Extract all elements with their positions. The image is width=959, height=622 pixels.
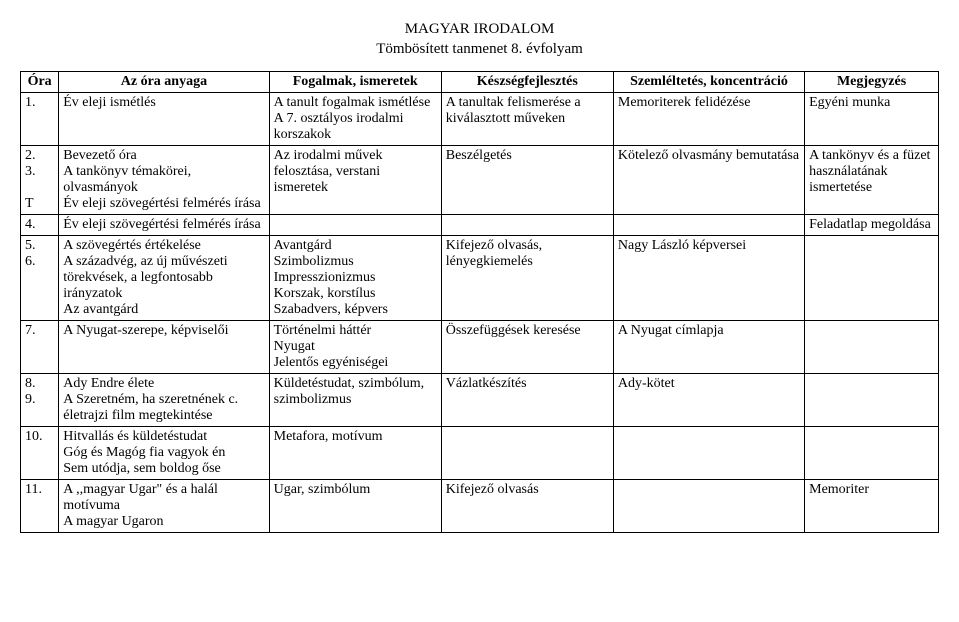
cell-fogalmak: A tanult fogalmak ismétléseA 7. osztályo… — [269, 93, 441, 146]
table-row: 7. A Nyugat-szerepe, képviselői Történel… — [21, 321, 939, 374]
cell-megj — [805, 321, 939, 374]
cell-fogalmak: Küldetéstudat, szimbólum, szimbolizmus — [269, 374, 441, 427]
curriculum-table: Óra Az óra anyaga Fogalmak, ismeretek Ké… — [20, 71, 939, 533]
cell-anyag: A szövegértés értékeléseA századvég, az … — [59, 236, 269, 321]
cell-num: 2.3. T — [21, 146, 59, 215]
cell-szem — [613, 480, 804, 533]
cell-anyag: A ,,magyar Ugar" és a halál motívumaA ma… — [59, 480, 269, 533]
table-row: 5.6. A szövegértés értékeléseA századvég… — [21, 236, 939, 321]
cell-keszseg — [441, 215, 613, 236]
cell-fogalmak: Az irodalmi művek felosztása, verstani i… — [269, 146, 441, 215]
cell-szem: Nagy László képversei — [613, 236, 804, 321]
cell-anyag: A Nyugat-szerepe, képviselői — [59, 321, 269, 374]
col-keszseg: Készségfejlesztés — [441, 72, 613, 93]
cell-fogalmak: Történelmi háttérNyugatJelentős egyénisé… — [269, 321, 441, 374]
cell-keszseg: Összefüggések keresése — [441, 321, 613, 374]
table-row: 1. Év eleji ismétlés A tanult fogalmak i… — [21, 93, 939, 146]
col-megj: Megjegyzés — [805, 72, 939, 93]
cell-szem: A Nyugat címlapja — [613, 321, 804, 374]
document-title: MAGYAR IRODALOM Tömbösített tanmenet 8. … — [20, 20, 939, 59]
title-line-1: MAGYAR IRODALOM — [405, 21, 555, 37]
cell-szem: Ady-kötet — [613, 374, 804, 427]
cell-fogalmak: Metafora, motívum — [269, 427, 441, 480]
cell-megj — [805, 374, 939, 427]
cell-anyag: Év eleji szövegértési felmérés írása — [59, 215, 269, 236]
cell-keszseg: A tanultak felismerése a kiválasztott mű… — [441, 93, 613, 146]
cell-keszseg: Vázlatkészítés — [441, 374, 613, 427]
cell-num: 7. — [21, 321, 59, 374]
col-anyag: Az óra anyaga — [59, 72, 269, 93]
col-ora: Óra — [21, 72, 59, 93]
cell-szem: Kötelező olvasmány bemutatása — [613, 146, 804, 215]
cell-anyag: Év eleji ismétlés — [59, 93, 269, 146]
cell-keszseg: Kifejező olvasás — [441, 480, 613, 533]
cell-fogalmak: Ugar, szimbólum — [269, 480, 441, 533]
cell-num: 8.9. — [21, 374, 59, 427]
table-row: 4. Év eleji szövegértési felmérés írása … — [21, 215, 939, 236]
cell-num: 11. — [21, 480, 59, 533]
table-row: 10. Hitvallás és küldetéstudatGóg és Mag… — [21, 427, 939, 480]
cell-megj — [805, 427, 939, 480]
table-header-row: Óra Az óra anyaga Fogalmak, ismeretek Ké… — [21, 72, 939, 93]
cell-anyag: Bevezető óraA tankönyv témakörei, olvasm… — [59, 146, 269, 215]
cell-keszseg — [441, 427, 613, 480]
cell-szem — [613, 215, 804, 236]
cell-megj: A tankönyv és a füzet használatának isme… — [805, 146, 939, 215]
col-szem: Szemléltetés, koncentráció — [613, 72, 804, 93]
cell-anyag: Hitvallás és küldetéstudatGóg és Magóg f… — [59, 427, 269, 480]
cell-num: 10. — [21, 427, 59, 480]
cell-megj: Feladatlap megoldása — [805, 215, 939, 236]
cell-megj: Egyéni munka — [805, 93, 939, 146]
table-row: 2.3. T Bevezető óraA tankönyv témakörei,… — [21, 146, 939, 215]
cell-num: 4. — [21, 215, 59, 236]
cell-num: 1. — [21, 93, 59, 146]
table-row: 11. A ,,magyar Ugar" és a halál motívuma… — [21, 480, 939, 533]
cell-megj — [805, 236, 939, 321]
cell-fogalmak: AvantgárdSzimbolizmusImpresszionizmusKor… — [269, 236, 441, 321]
cell-szem — [613, 427, 804, 480]
cell-keszseg: Beszélgetés — [441, 146, 613, 215]
cell-anyag: Ady Endre életeA Szeretném, ha szeretnén… — [59, 374, 269, 427]
cell-keszseg: Kifejező olvasás, lényegkiemelés — [441, 236, 613, 321]
cell-szem: Memoriterek felidézése — [613, 93, 804, 146]
cell-megj: Memoriter — [805, 480, 939, 533]
cell-fogalmak — [269, 215, 441, 236]
col-fogalmak: Fogalmak, ismeretek — [269, 72, 441, 93]
cell-num: 5.6. — [21, 236, 59, 321]
title-line-2: Tömbösített tanmenet 8. évfolyam — [376, 41, 583, 57]
table-row: 8.9. Ady Endre életeA Szeretném, ha szer… — [21, 374, 939, 427]
